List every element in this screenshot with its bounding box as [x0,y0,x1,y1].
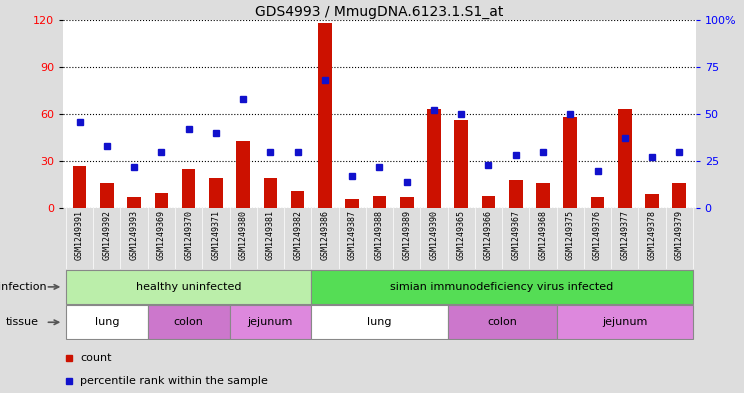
Bar [237,141,250,208]
Text: colon: colon [487,317,517,327]
Bar [182,169,196,208]
Bar [509,180,522,208]
Bar [563,117,577,208]
Text: simian immunodeficiency virus infected: simian immunodeficiency virus infected [391,282,614,292]
Bar [209,178,222,208]
Text: jejunum: jejunum [248,317,293,327]
Bar [127,197,141,208]
Bar [148,305,229,339]
Bar [291,191,304,208]
Bar [645,194,659,208]
Bar [591,197,604,208]
Bar [311,305,448,339]
Bar [73,166,86,208]
Bar [536,183,550,208]
Bar [673,183,686,208]
Bar [318,23,332,208]
Bar [311,270,693,304]
Bar [618,109,632,208]
Bar [66,270,311,304]
Bar [481,196,496,208]
Text: tissue: tissue [6,317,39,327]
Text: percentile rank within the sample: percentile rank within the sample [80,376,268,386]
Bar [345,199,359,208]
Text: lung: lung [368,317,391,327]
Bar [557,305,693,339]
Bar [100,183,114,208]
Bar [229,305,311,339]
Text: healthy uninfected: healthy uninfected [136,282,241,292]
Text: colon: colon [173,317,204,327]
Bar [155,193,168,208]
Bar [427,109,440,208]
Bar [448,305,557,339]
Bar [373,196,386,208]
Title: GDS4993 / MmugDNA.6123.1.S1_at: GDS4993 / MmugDNA.6123.1.S1_at [255,5,504,18]
Bar [400,197,414,208]
Bar [455,120,468,208]
Text: lung: lung [94,317,119,327]
Bar [263,178,278,208]
Bar [66,305,148,339]
Text: infection: infection [0,282,46,292]
Text: jejunum: jejunum [602,317,647,327]
Text: count: count [80,353,112,363]
